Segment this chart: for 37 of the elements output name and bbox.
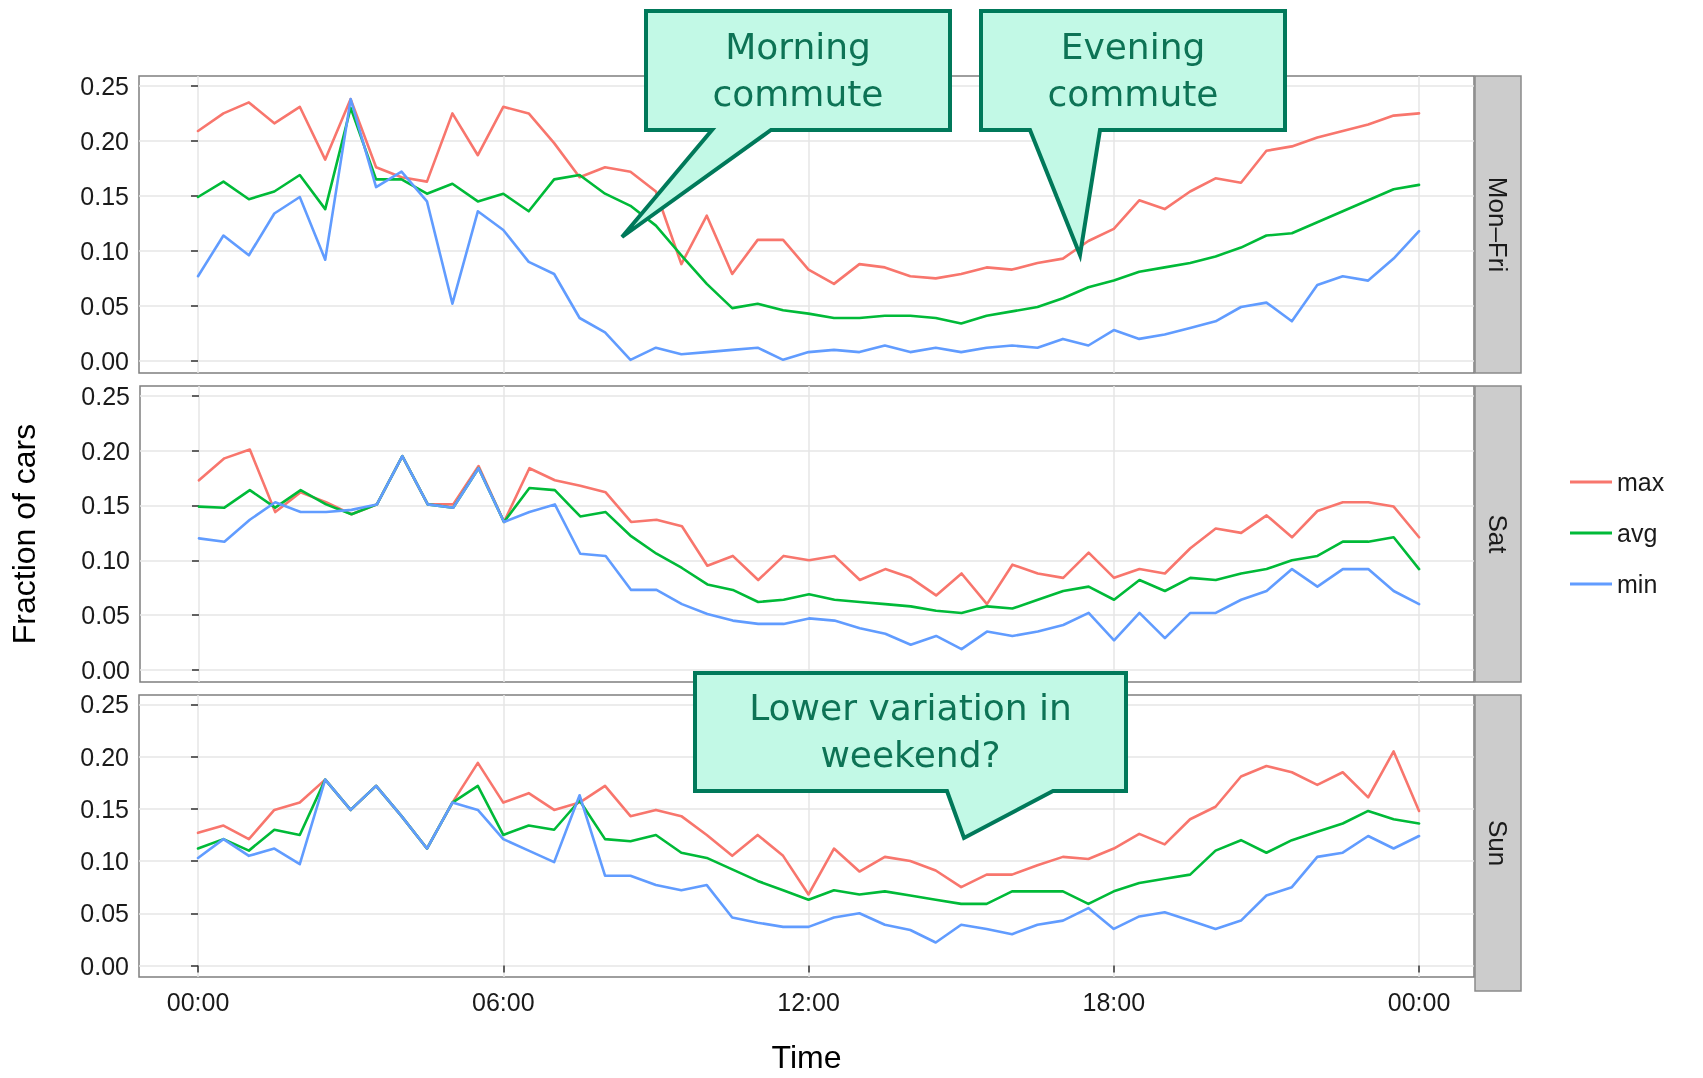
y-tick-label: 0.25	[81, 381, 130, 410]
x-tick-label: 12:00	[777, 987, 840, 1016]
x-tick-label: 00:00	[1387, 987, 1451, 1016]
y-tick-label: 0.05	[80, 291, 129, 320]
y-tick-label: 0.25	[80, 690, 129, 719]
y-tick-label: 0.00	[80, 951, 129, 980]
y-tick-label: 0.00	[80, 346, 129, 375]
x-tick-label: 18:00	[1082, 987, 1146, 1016]
y-tick-label: 0.00	[81, 655, 130, 684]
y-tick-label: 0.20	[80, 126, 129, 155]
y-tick-label: 0.10	[81, 546, 130, 575]
y-tick-label: 0.15	[81, 491, 130, 520]
legend-label: avg	[1617, 519, 1658, 547]
y-axis-title: Fraction of cars	[6, 423, 42, 645]
y-tick-label: 0.05	[80, 899, 129, 928]
line-series	[197, 454, 1421, 651]
y-tick-label: 0.15	[80, 794, 129, 823]
y-tick-label: 0.15	[80, 181, 129, 210]
line-series	[196, 106, 1421, 325]
y-tick-label: 0.20	[80, 742, 129, 771]
y-tick-label: 0.10	[80, 847, 129, 876]
x-tick-label: 06:00	[471, 987, 535, 1016]
x-tick-label: 00:00	[166, 987, 230, 1016]
legend-label: min	[1617, 570, 1658, 598]
line-series	[196, 778, 1421, 944]
text: Sun	[1483, 819, 1513, 867]
legend-label: max	[1617, 468, 1665, 496]
y-tick-label: 0.20	[81, 436, 130, 465]
annotation: Morning commute	[711, 24, 885, 116]
y-tick-label: 0.10	[80, 236, 129, 265]
y-tick-label: 0.05	[81, 601, 130, 630]
y-tick-label: 0.25	[80, 71, 129, 100]
annotation: Evening commute	[1046, 24, 1220, 116]
x-axis-title: Time	[771, 1039, 842, 1075]
text: Mon–Fri	[1483, 176, 1513, 273]
annotation: Lower variation in weekend?	[748, 686, 1073, 777]
text: Sat	[1483, 514, 1513, 555]
